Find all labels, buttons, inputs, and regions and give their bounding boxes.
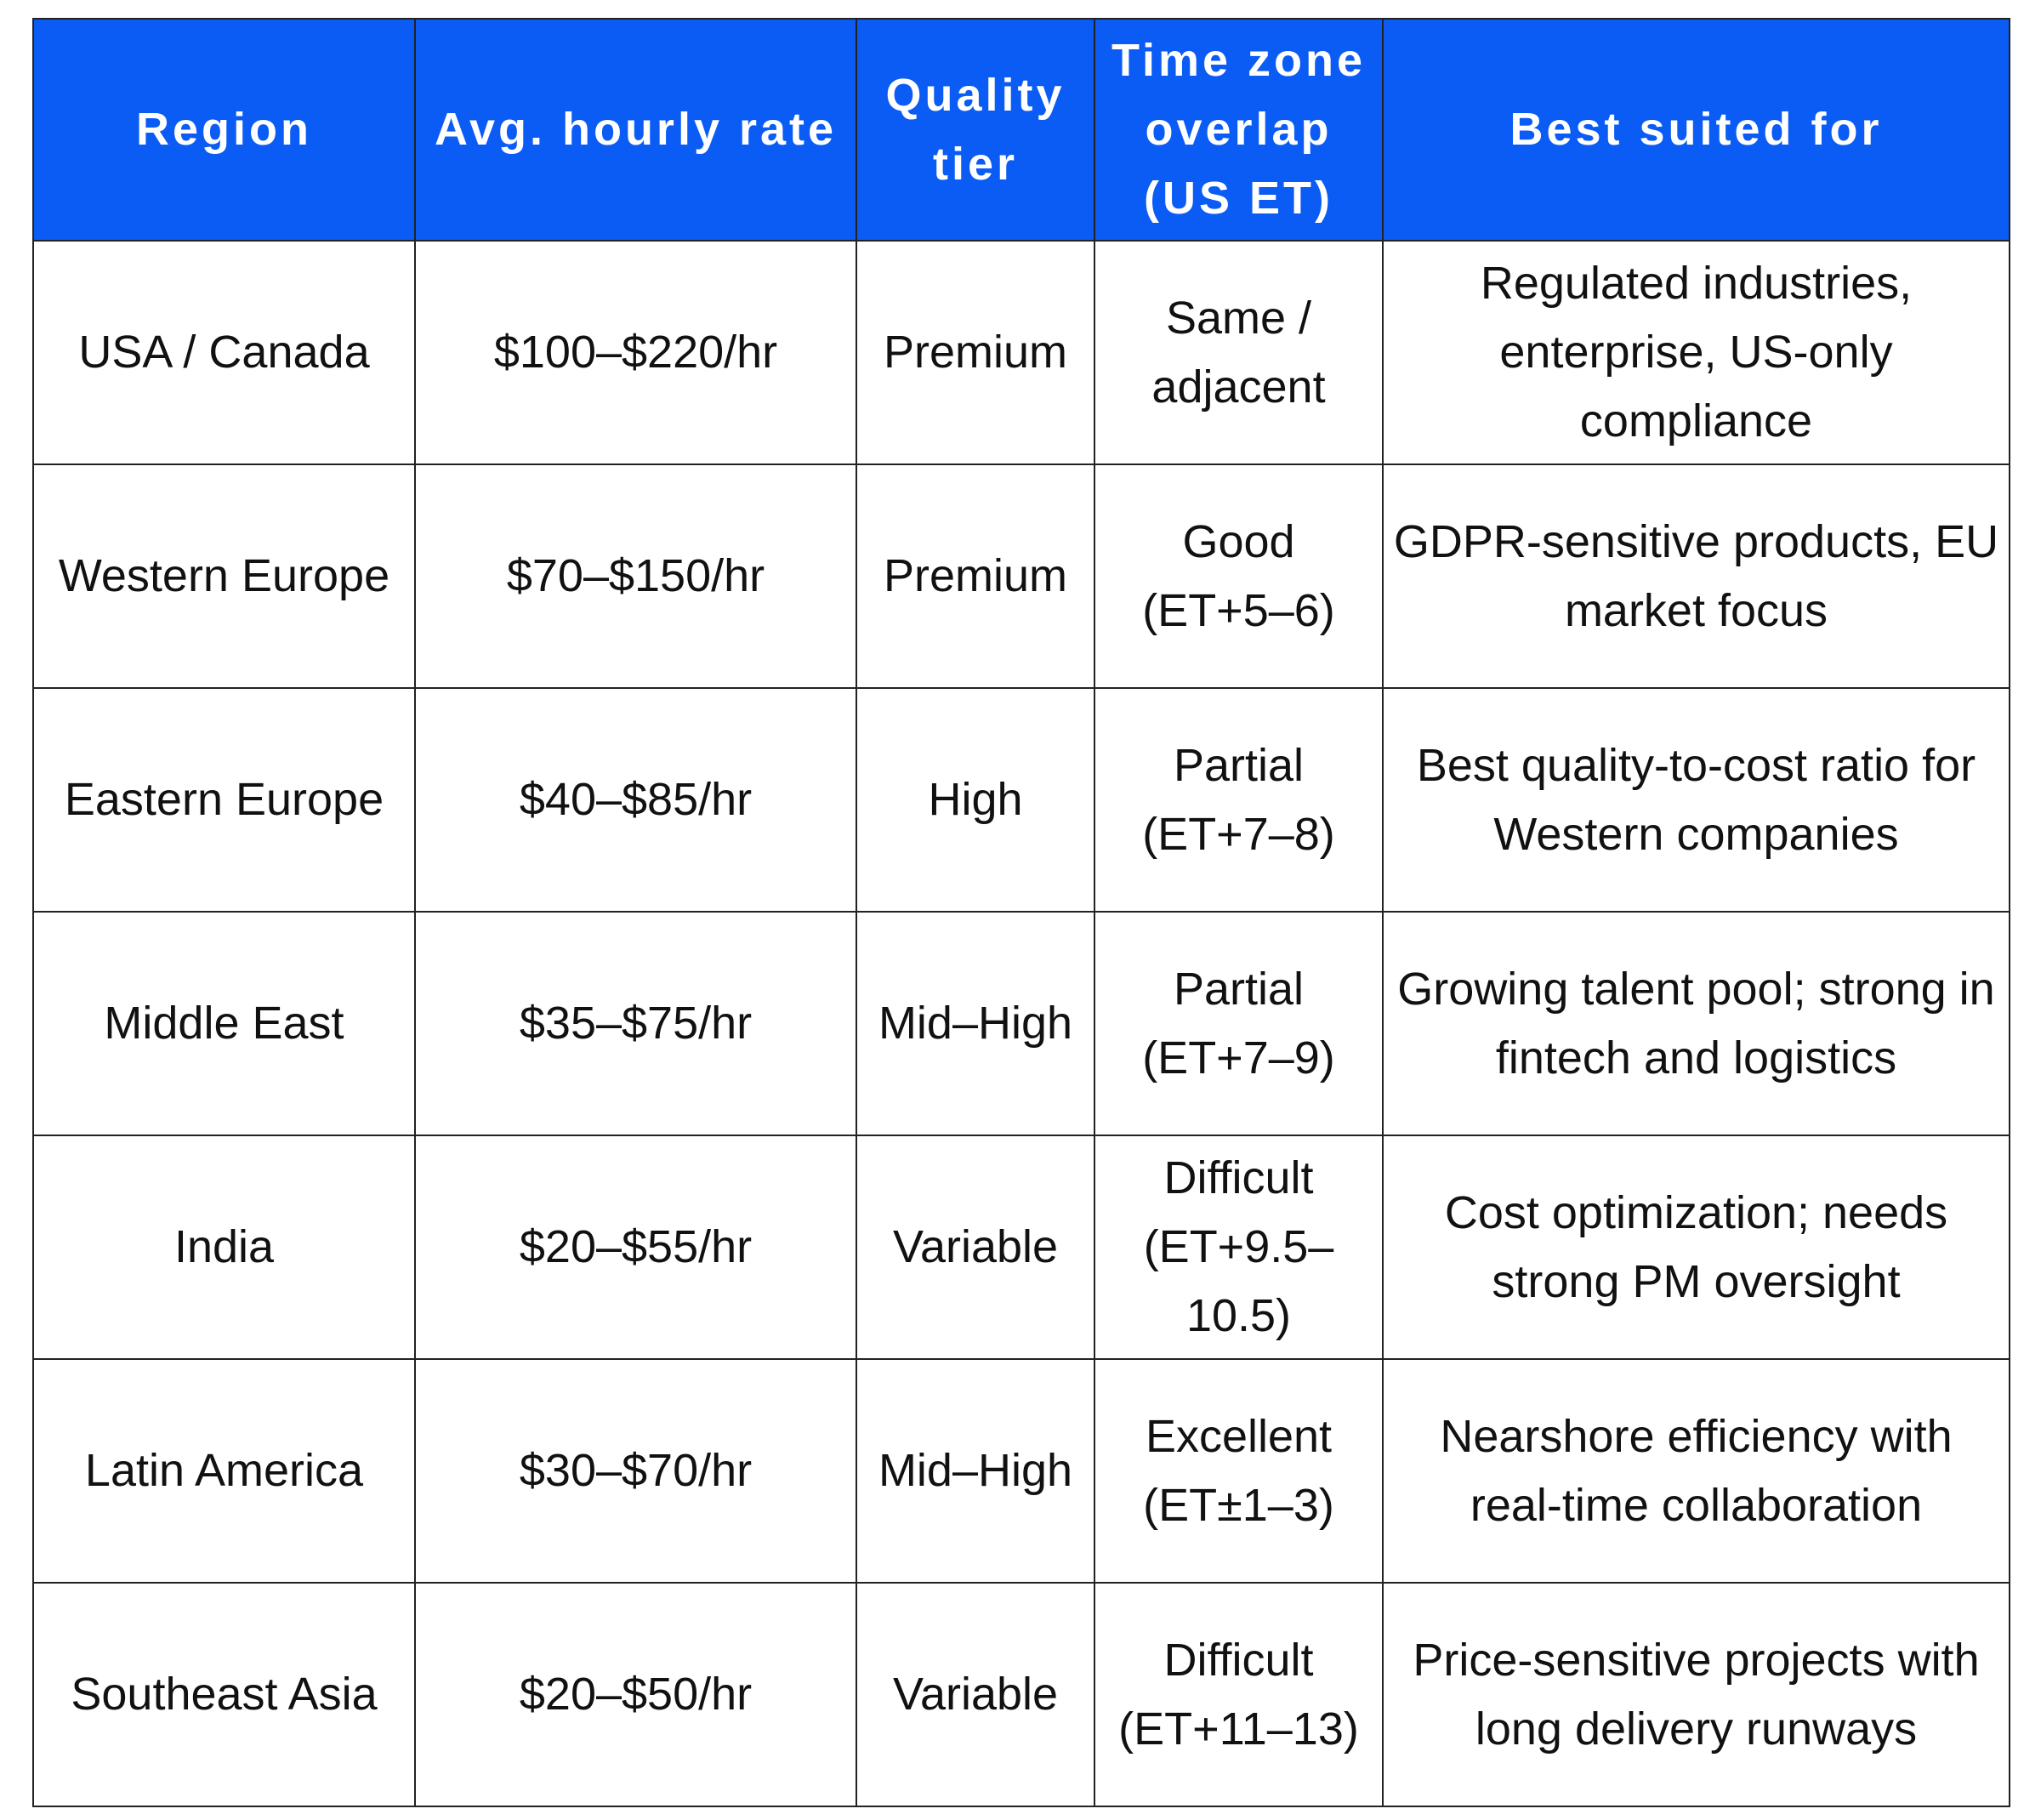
table-cell: Middle East — [32, 911, 416, 1136]
table-cell: High — [856, 687, 1095, 913]
table-cell: $100–$220/hr — [414, 240, 857, 465]
table-cell: Regulated industries, enterprise, US-onl… — [1382, 240, 2010, 465]
table-cell: $20–$50/hr — [414, 1582, 857, 1807]
table-cell: Premium — [856, 464, 1095, 689]
table-cell: Mid–High — [856, 1358, 1095, 1584]
table-cell: $30–$70/hr — [414, 1358, 857, 1584]
table-cell: Price-sensitive projects with long deliv… — [1382, 1582, 2010, 1807]
header-cell: Quality tier — [856, 18, 1095, 242]
table-cell: $20–$55/hr — [414, 1135, 857, 1360]
table-cell: Variable — [856, 1135, 1095, 1360]
table-row: Southeast Asia $20–$50/hr Variable Difficul… — [32, 1582, 2010, 1807]
table-cell: Eastern Europe — [32, 687, 416, 913]
table-row: Western Europe $70–$150/hr Premium Good (ET… — [32, 464, 2010, 689]
header-cell: Best suited for — [1382, 18, 2010, 242]
table-cell: Cost optimization; needs strong PM overs… — [1382, 1135, 2010, 1360]
table-cell: Western Europe — [32, 464, 416, 689]
table-cell: Difficult (ET+9.5–10.5) — [1094, 1135, 1384, 1360]
table-row: USA / Canada $100–$220/hr Premium Same / ad… — [32, 240, 2010, 465]
header-cell: Region — [32, 18, 416, 242]
table-cell: Nearshore efficiency with real-time coll… — [1382, 1358, 2010, 1584]
table-cell: India — [32, 1135, 416, 1360]
comparison-table: Region Avg. hourly rate Quality tier Time z… — [32, 18, 2010, 1807]
table-cell: $70–$150/hr — [414, 464, 857, 689]
table-cell: Partial (ET+7–8) — [1094, 687, 1384, 913]
table-cell: $40–$85/hr — [414, 687, 857, 913]
table-cell: Premium — [856, 240, 1095, 465]
table-cell: GDPR-sensitive products, EU market focus — [1382, 464, 2010, 689]
header-cell: Avg. hourly rate — [414, 18, 857, 242]
table-cell: Same / adjacent — [1094, 240, 1384, 465]
table-cell: Southeast Asia — [32, 1582, 416, 1807]
table-cell: Best quality-to-cost ratio for Western c… — [1382, 687, 2010, 913]
table-row: Latin America $30–$70/hr Mid–High Excellent… — [32, 1358, 2010, 1584]
table-cell: Variable — [856, 1582, 1095, 1807]
table-cell: Growing talent pool; strong in fintech a… — [1382, 911, 2010, 1136]
header-row: Region Avg. hourly rate Quality tier Time z… — [32, 18, 2010, 242]
table-body: USA / Canada $100–$220/hr Premium Same / ad… — [32, 240, 2010, 1807]
table-cell: Good (ET+5–6) — [1094, 464, 1384, 689]
table-cell: Mid–High — [856, 911, 1095, 1136]
table-cell: Excellent (ET±1–3) — [1094, 1358, 1384, 1584]
table-cell: Latin America — [32, 1358, 416, 1584]
table-cell: $35–$75/hr — [414, 911, 857, 1136]
table-row: Eastern Europe $40–$85/hr High Partial (ET+… — [32, 687, 2010, 913]
table-row: Middle East $35–$75/hr Mid–High Partial (ET… — [32, 911, 2010, 1136]
table-cell: Partial (ET+7–9) — [1094, 911, 1384, 1136]
table-cell: Difficult (ET+11–13) — [1094, 1582, 1384, 1807]
table-row: India $20–$55/hr Variable Difficult (ET+9.5… — [32, 1135, 2010, 1360]
table-cell: USA / Canada — [32, 240, 416, 465]
header-cell: Time zone overlap (US ET) — [1094, 18, 1384, 242]
